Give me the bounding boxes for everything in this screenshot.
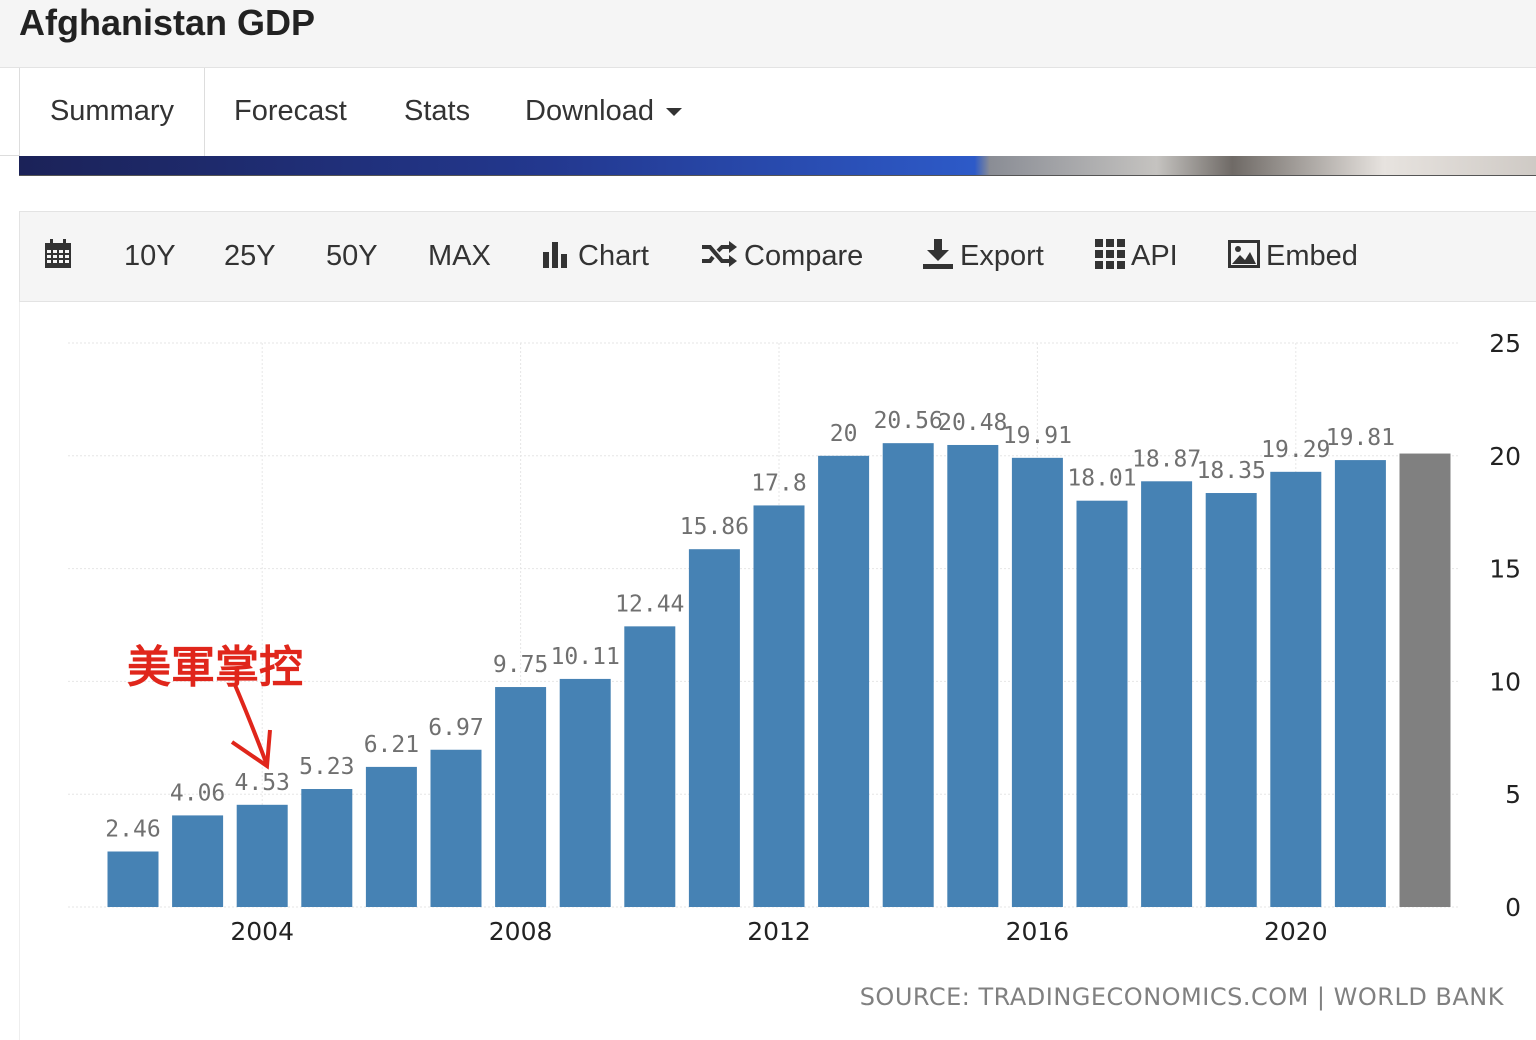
forecast-bar-2022 — [1399, 453, 1451, 907]
range-50y-button[interactable]: 50Y — [326, 212, 378, 301]
api-button-label: API — [1131, 240, 1178, 272]
data-label-2021: 19.81 — [1326, 425, 1395, 451]
bar-2005 — [301, 789, 353, 907]
data-label-2020: 19.29 — [1261, 437, 1330, 463]
data-label-2014: 20.56 — [874, 408, 943, 434]
picture-icon — [1228, 240, 1260, 269]
y-tick-label: 10 — [1489, 667, 1521, 696]
download-icon — [923, 239, 953, 270]
embed-button-label: Embed — [1266, 240, 1358, 272]
range-10y-button[interactable]: 10Y — [124, 212, 176, 301]
bar-2021 — [1334, 460, 1386, 907]
bar-2010 — [624, 626, 676, 907]
bar-2003 — [172, 815, 224, 907]
data-label-2011: 15.86 — [680, 514, 749, 540]
tab-summary-label: Summary — [49, 95, 175, 127]
data-label-2007: 6.97 — [428, 715, 483, 741]
grid-icon — [1095, 239, 1125, 270]
annotation-label: 美軍掌控 — [127, 642, 303, 693]
range-max-label: MAX — [428, 240, 491, 272]
chart-button[interactable]: Chart — [542, 212, 649, 301]
data-label-2009: 10.11 — [551, 644, 620, 670]
tab-divider — [0, 155, 19, 156]
bar-2007 — [430, 749, 482, 907]
page-header: Afghanistan GDP — [0, 0, 1536, 68]
bar-2019 — [1205, 493, 1257, 907]
x-tick-label: 2016 — [1006, 917, 1070, 946]
y-tick-label: 15 — [1489, 555, 1521, 584]
data-label-2018: 18.87 — [1132, 446, 1201, 472]
banner-image — [19, 156, 1536, 176]
chart-area: 0 5 10 15 20 25 2004 2008 2012 2016 2020 2.46 4.06 4.… — [19, 302, 1536, 1040]
tab-bar: Summary Forecast Stats Download — [0, 68, 1536, 156]
x-tick-label: 2012 — [747, 917, 811, 946]
chart-source: SOURCE: TRADINGECONOMICS.COM | WORLD BAN… — [859, 983, 1504, 1011]
data-label-2004: 4.53 — [235, 770, 290, 796]
calendar-button[interactable] — [44, 212, 78, 301]
tab-forecast[interactable]: Forecast — [234, 68, 347, 156]
range-25y-label: 25Y — [224, 240, 276, 272]
export-button[interactable]: Export — [922, 212, 1044, 301]
bar-2011 — [688, 549, 740, 907]
api-button[interactable]: API — [1095, 212, 1178, 301]
tab-download[interactable]: Download — [525, 68, 682, 156]
chart-button-label: Chart — [578, 240, 649, 272]
embed-button[interactable]: Embed — [1228, 212, 1358, 301]
page-title: Afghanistan GDP — [19, 2, 316, 43]
x-tick-label: 2004 — [230, 917, 294, 946]
range-25y-button[interactable]: 25Y — [224, 212, 276, 301]
x-tick-label: 2008 — [489, 917, 553, 946]
bar-2002 — [107, 851, 159, 907]
chart-toolbar: 10Y 25Y 50Y MAX Chart Compare Export API… — [19, 211, 1536, 302]
tab-summary[interactable]: Summary — [19, 68, 205, 156]
data-label-2003: 4.06 — [170, 780, 225, 806]
bar-2014 — [882, 443, 934, 907]
tab-stats-label: Stats — [404, 95, 471, 127]
export-button-label: Export — [960, 240, 1044, 272]
bar-2006 — [365, 766, 417, 907]
bar-2013 — [818, 455, 870, 907]
caret-down-icon — [665, 108, 682, 117]
compare-button-label: Compare — [744, 240, 864, 272]
compare-button[interactable]: Compare — [700, 212, 863, 301]
range-max-button[interactable]: MAX — [428, 212, 491, 301]
data-label-2008: 9.75 — [493, 652, 548, 678]
bar-2009 — [559, 678, 611, 907]
bar-2020 — [1270, 471, 1322, 907]
range-10y-label: 10Y — [124, 240, 176, 272]
annotation-arrow-icon — [230, 684, 272, 770]
range-50y-label: 50Y — [326, 240, 378, 272]
data-label-2019: 18.35 — [1197, 458, 1266, 484]
bar-2015 — [947, 444, 999, 907]
data-label-2015: 20.48 — [938, 410, 1007, 436]
bar-2017 — [1076, 500, 1128, 907]
data-label-2006: 6.21 — [364, 732, 419, 758]
tab-forecast-label: Forecast — [234, 95, 347, 127]
shuffle-icon — [702, 241, 737, 268]
data-label-2017: 18.01 — [1067, 466, 1136, 492]
bar-2012 — [753, 505, 805, 907]
data-label-2002: 2.46 — [105, 817, 160, 843]
gdp-bar-chart: 0 5 10 15 20 25 2004 2008 2012 2016 2020 2.46 4.06 4.… — [68, 329, 1521, 946]
tab-stats[interactable]: Stats — [404, 68, 470, 156]
y-tick-label: 25 — [1489, 329, 1521, 358]
calendar-icon — [45, 239, 71, 269]
x-tick-label: 2020 — [1264, 917, 1328, 946]
data-label-2005: 5.23 — [299, 754, 354, 780]
bar-2008 — [495, 687, 547, 907]
data-label-2016: 19.91 — [1003, 423, 1072, 449]
bar-chart-icon — [543, 242, 567, 269]
y-tick-label: 5 — [1505, 780, 1521, 809]
bar-2018 — [1141, 481, 1193, 907]
data-label-2010: 12.44 — [615, 591, 684, 617]
y-tick-label: 0 — [1505, 893, 1521, 922]
y-tick-label: 20 — [1489, 442, 1521, 471]
bar-2004 — [236, 804, 288, 907]
data-label-2012: 17.8 — [751, 470, 806, 496]
bar-2016 — [1011, 457, 1063, 907]
data-label-2013: 20 — [830, 421, 858, 447]
tab-download-label: Download — [525, 95, 654, 127]
